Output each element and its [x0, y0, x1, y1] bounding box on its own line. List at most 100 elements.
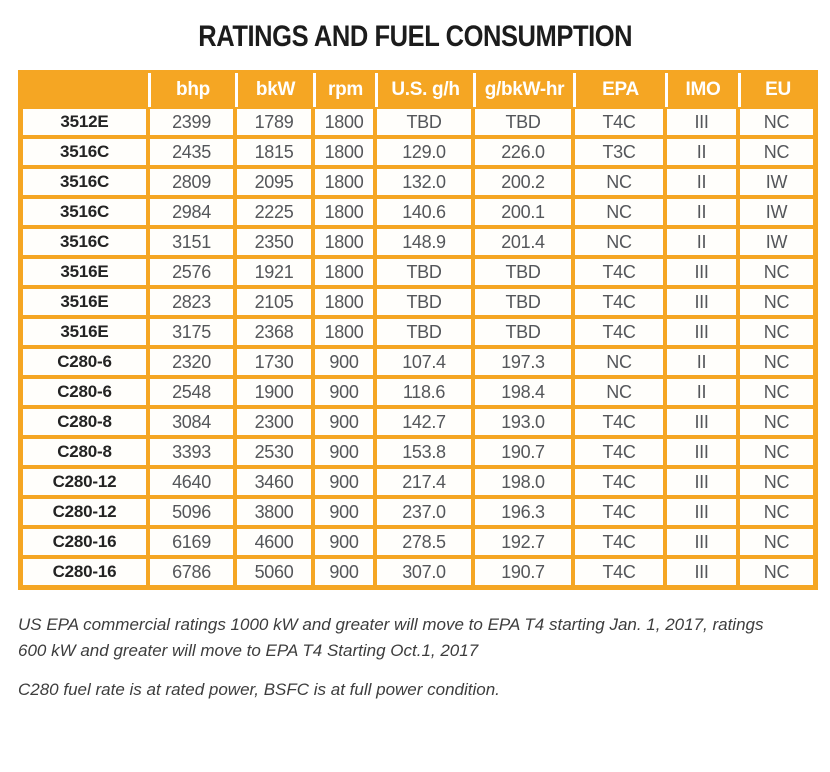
data-cell: 1815 — [235, 137, 313, 167]
data-cell: 4640 — [148, 467, 235, 497]
data-cell: 148.9 — [375, 227, 473, 257]
data-cell: T4C — [573, 467, 665, 497]
data-cell: IW — [738, 227, 815, 257]
data-cell: II — [665, 167, 738, 197]
data-cell: 2984 — [148, 197, 235, 227]
data-cell: 118.6 — [375, 377, 473, 407]
data-cell: T4C — [573, 257, 665, 287]
data-cell: II — [665, 137, 738, 167]
data-cell: 1921 — [235, 257, 313, 287]
data-cell: III — [665, 437, 738, 467]
data-cell: NC — [738, 317, 815, 347]
model-cell: C280-6 — [21, 377, 148, 407]
data-cell: 3084 — [148, 407, 235, 437]
data-cell: 6169 — [148, 527, 235, 557]
column-header-epa: EPA — [573, 73, 665, 107]
data-cell: 3800 — [235, 497, 313, 527]
data-cell: 2548 — [148, 377, 235, 407]
data-cell: 2300 — [235, 407, 313, 437]
model-cell: 3516E — [21, 287, 148, 317]
data-cell: 1800 — [313, 287, 375, 317]
footnote-c280-fuel-rate: C280 fuel rate is at rated power, BSFC i… — [18, 677, 812, 703]
data-cell: 278.5 — [375, 527, 473, 557]
column-header-g-bkw-hr: g/bkW-hr — [473, 73, 573, 107]
data-cell: 2368 — [235, 317, 313, 347]
data-cell: 1900 — [235, 377, 313, 407]
data-cell: 2399 — [148, 107, 235, 137]
data-cell: NC — [738, 257, 815, 287]
data-cell: T4C — [573, 107, 665, 137]
data-cell: 2225 — [235, 197, 313, 227]
data-cell: T4C — [573, 287, 665, 317]
table-row: 3516E 2823 2105 1800 TBD TBD T4C III NC — [21, 287, 815, 317]
data-cell: 2435 — [148, 137, 235, 167]
data-cell: 129.0 — [375, 137, 473, 167]
ratings-table: bhp bkW rpm U.S. g/h g/bkW-hr EPA IMO EU… — [18, 70, 818, 590]
data-cell: 2576 — [148, 257, 235, 287]
table-row: C280-6 2548 1900 900 118.6 198.4 NC II NC — [21, 377, 815, 407]
table-row: C280-8 3393 2530 900 153.8 190.7 T4C III NC — [21, 437, 815, 467]
data-cell: 1800 — [313, 257, 375, 287]
model-cell: 3516C — [21, 167, 148, 197]
title-wrap: RATINGS AND FUEL CONSUMPTION — [0, 20, 830, 54]
column-header-bhp: bhp — [148, 73, 235, 107]
data-cell: III — [665, 407, 738, 437]
data-cell: NC — [738, 437, 815, 467]
data-cell: 107.4 — [375, 347, 473, 377]
data-cell: T3C — [573, 137, 665, 167]
data-cell: TBD — [375, 257, 473, 287]
table-row: 3516E 2576 1921 1800 TBD TBD T4C III NC — [21, 257, 815, 287]
data-cell: IW — [738, 167, 815, 197]
data-cell: 900 — [313, 527, 375, 557]
data-cell: 2105 — [235, 287, 313, 317]
footnote-line: US EPA commercial ratings 1000 kW and gr… — [18, 615, 764, 634]
data-cell: 153.8 — [375, 437, 473, 467]
data-cell: 2809 — [148, 167, 235, 197]
data-cell: NC — [738, 467, 815, 497]
data-cell: 1730 — [235, 347, 313, 377]
data-cell: II — [665, 197, 738, 227]
model-cell: 3516E — [21, 317, 148, 347]
data-cell: 900 — [313, 467, 375, 497]
data-cell: 197.3 — [473, 347, 573, 377]
data-cell: 198.4 — [473, 377, 573, 407]
table-row: C280-6 2320 1730 900 107.4 197.3 NC II NC — [21, 347, 815, 377]
table-row: C280-16 6169 4600 900 278.5 192.7 T4C III NC — [21, 527, 815, 557]
data-cell: 1800 — [313, 167, 375, 197]
table-row: C280-8 3084 2300 900 142.7 193.0 T4C III NC — [21, 407, 815, 437]
data-cell: NC — [738, 497, 815, 527]
model-cell: C280-12 — [21, 467, 148, 497]
data-cell: 3151 — [148, 227, 235, 257]
data-cell: 2530 — [235, 437, 313, 467]
data-cell: 3393 — [148, 437, 235, 467]
data-cell: 5060 — [235, 557, 313, 587]
table-row: C280-16 6786 5060 900 307.0 190.7 T4C III NC — [21, 557, 815, 587]
data-cell: III — [665, 467, 738, 497]
data-cell: 3175 — [148, 317, 235, 347]
column-header-imo: IMO — [665, 73, 738, 107]
data-cell: TBD — [473, 317, 573, 347]
data-cell: NC — [738, 527, 815, 557]
data-cell: T4C — [573, 407, 665, 437]
model-cell: C280-12 — [21, 497, 148, 527]
model-cell: C280-6 — [21, 347, 148, 377]
data-cell: 900 — [313, 377, 375, 407]
data-cell: 6786 — [148, 557, 235, 587]
data-cell: TBD — [473, 287, 573, 317]
data-cell: III — [665, 317, 738, 347]
data-cell: 1800 — [313, 227, 375, 257]
column-header-eu: EU — [738, 73, 815, 107]
table-row: 3516E 3175 2368 1800 TBD TBD T4C III NC — [21, 317, 815, 347]
column-header-bkw: bkW — [235, 73, 313, 107]
model-cell: C280-8 — [21, 437, 148, 467]
data-cell: TBD — [473, 107, 573, 137]
data-cell: 142.7 — [375, 407, 473, 437]
data-cell: 193.0 — [473, 407, 573, 437]
data-cell: NC — [738, 557, 815, 587]
data-cell: 201.4 — [473, 227, 573, 257]
data-cell: T4C — [573, 557, 665, 587]
model-cell: 3516C — [21, 137, 148, 167]
page-title: RATINGS AND FUEL CONSUMPTION — [198, 20, 632, 53]
data-cell: 1800 — [313, 317, 375, 347]
data-cell: T4C — [573, 527, 665, 557]
